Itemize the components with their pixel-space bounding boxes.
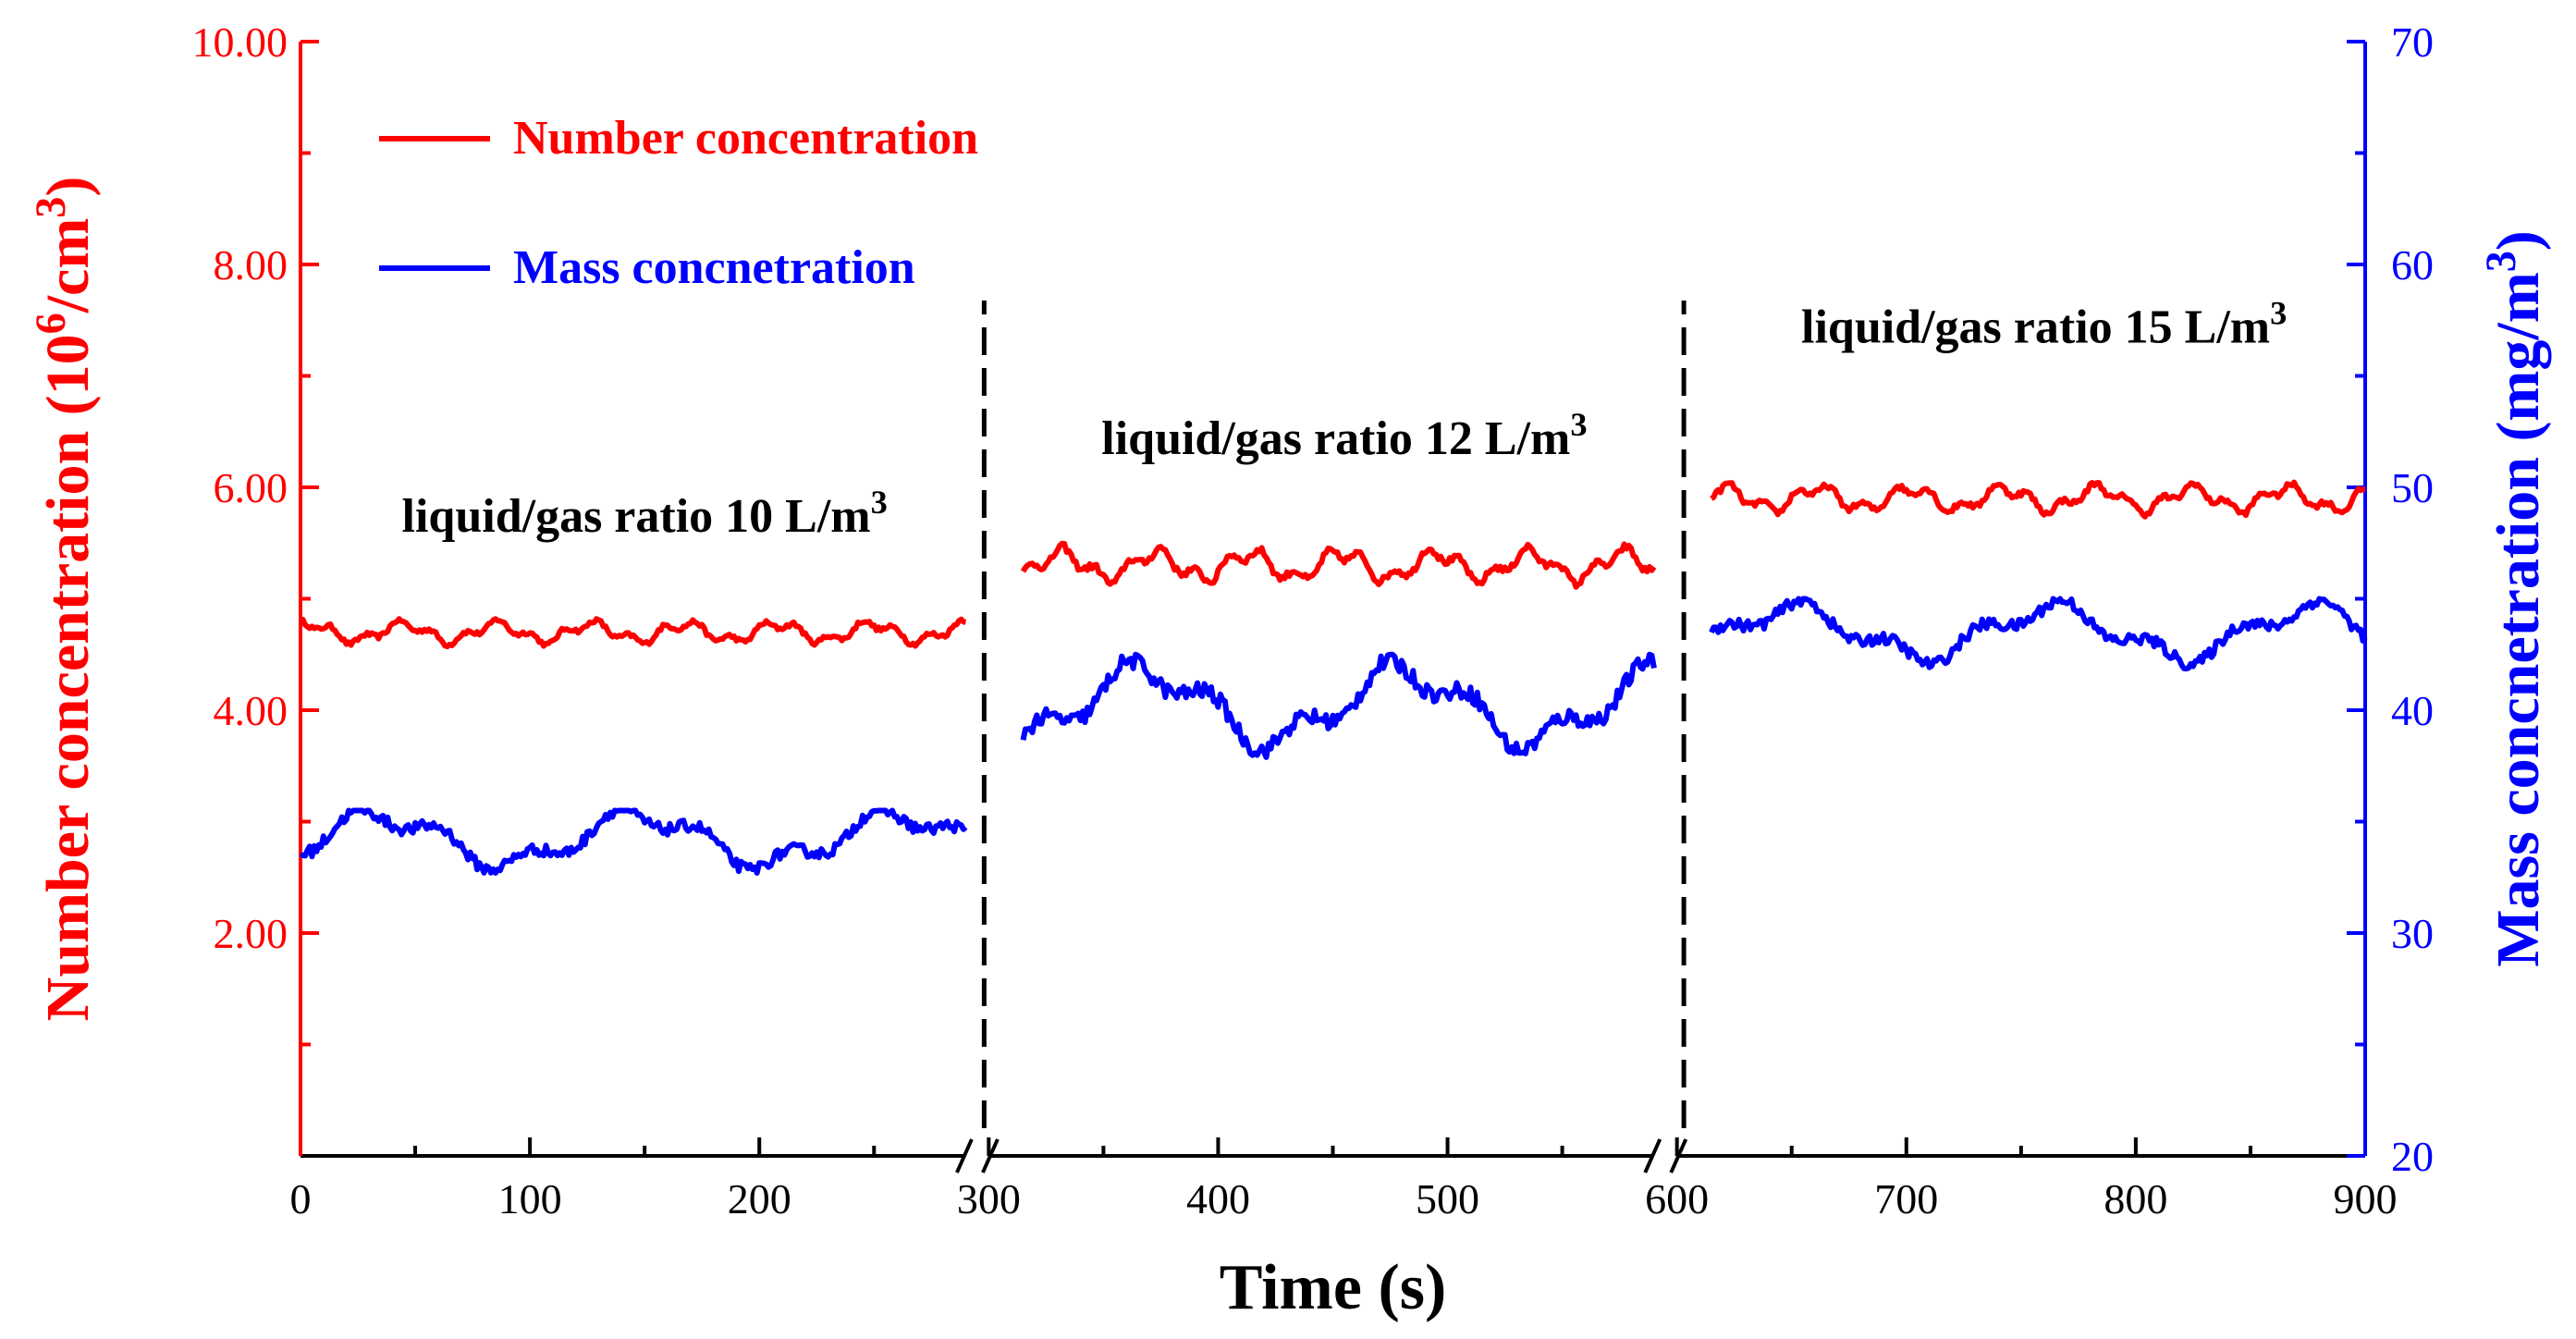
superscript: 3 [2270, 294, 2287, 331]
label-part: ) [34, 177, 102, 197]
legend-label: Number concentration [513, 112, 978, 165]
axis-labels: Time (s)Number concentration (106/cm3)Ma… [27, 177, 2553, 1323]
phase-annotation: liquid/gas ratio 15 L/m3 [1801, 294, 2287, 353]
x-tick-label: 600 [1645, 1175, 1709, 1222]
y-left-axis-title: Number concentration (106/cm3) [27, 177, 103, 1022]
y-left-tick-label: 2.00 [214, 910, 288, 957]
axis-break-mark [955, 1138, 974, 1173]
x-tick-label: 0 [290, 1175, 312, 1222]
mass-concentration-line [299, 807, 968, 876]
superscript: 3 [871, 484, 888, 521]
superscript: 3 [1570, 406, 1587, 443]
y-right-tick-label: 60 [2391, 241, 2434, 289]
label-part: ) [2484, 230, 2552, 251]
label-part: liquid/gas ratio 10 L/m [402, 490, 871, 543]
x-tick-label: 800 [2104, 1175, 2167, 1222]
y-axis-right: 20 30 40 50 60 70 [2347, 18, 2434, 1180]
x-tick-label: 700 [1874, 1175, 1938, 1222]
legend-label: Mass concnetration [513, 241, 915, 294]
y-right-tick-label: 50 [2391, 464, 2434, 511]
y-right-tick-label: 70 [2391, 18, 2434, 66]
y-right-tick-label: 40 [2391, 687, 2434, 734]
x-tick-label: 400 [1186, 1175, 1250, 1222]
y-right-tick-label: 30 [2391, 910, 2434, 957]
y-axis-left: 2.00 4.00 6.00 8.00 10.00 [192, 18, 319, 1156]
y-right-tick-label: 20 [2391, 1133, 2434, 1180]
superscript: 6 [27, 313, 74, 334]
phase-annotation: liquid/gas ratio 10 L/m3 [402, 484, 888, 543]
label-part: /cm [34, 218, 102, 314]
x-tick-label: 300 [957, 1175, 1021, 1222]
mass-concentration-line [1709, 596, 2368, 672]
superscript: 3 [27, 197, 74, 218]
y-left-tick-label: 8.00 [214, 241, 288, 289]
phase-annotation: liquid/gas ratio 12 L/m3 [1101, 406, 1587, 465]
number-concentration-line [1020, 540, 1657, 590]
mass-concentration-line [1020, 651, 1657, 760]
number-concentration-line [1710, 479, 2366, 520]
x-axis-title: Time (s) [1220, 1252, 1447, 1323]
x-tick-label: 900 [2334, 1175, 2398, 1222]
y-left-tick-label: 6.00 [214, 464, 288, 511]
label-part: Mass concnetration (mg/m [2484, 272, 2552, 967]
number-concentration-line [300, 616, 966, 650]
y-left-tick-label: 10.00 [192, 18, 288, 66]
x-tick-label: 100 [498, 1175, 562, 1222]
axis-break-mark [1643, 1138, 1662, 1173]
label-part: Number concentration (10 [34, 334, 102, 1021]
x-tick-label: 200 [728, 1175, 791, 1222]
legend: Number concentration Mass concnetration [379, 112, 978, 294]
superscript: 3 [2477, 251, 2524, 272]
x-tick-label: 500 [1416, 1175, 1479, 1222]
y-right-axis-title: Mass concnetration (mg/m3) [2477, 230, 2553, 967]
y-left-tick-label: 4.00 [214, 687, 288, 734]
label-part: liquid/gas ratio 15 L/m [1801, 301, 2270, 353]
label-part: liquid/gas ratio 12 L/m [1101, 412, 1570, 465]
x-axis: 0 100 200 300 400 500 600 700 800 900 [290, 1137, 2398, 1222]
series-layer [299, 301, 2368, 1128]
